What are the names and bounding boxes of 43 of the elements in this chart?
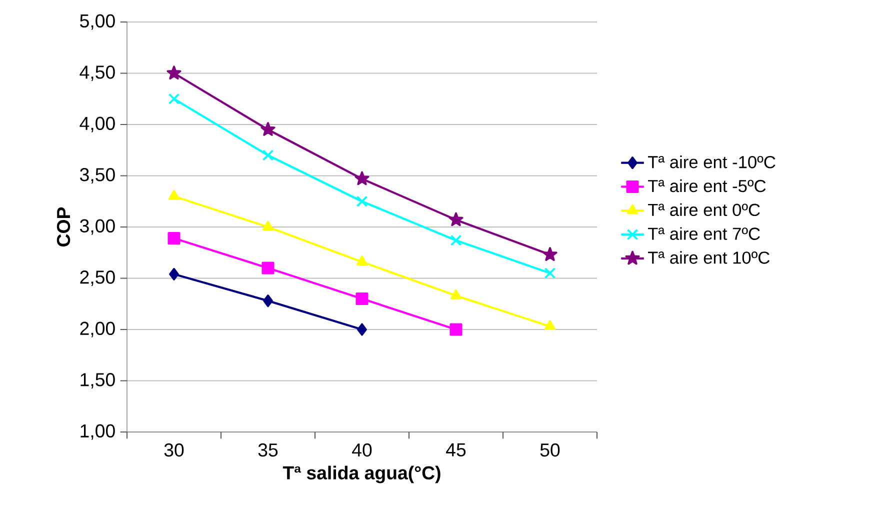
legend-label: Tª aire ent 10ºC: [648, 251, 770, 264]
point: [262, 262, 274, 274]
point: [356, 196, 368, 208]
x-axis-title: Tª salida agua(°C): [282, 466, 440, 484]
point: [260, 122, 276, 136]
point: [263, 294, 273, 308]
y-axis-title: COP: [56, 207, 70, 246]
y-tick-label: 4,00: [80, 116, 115, 132]
x-tick-label: 40: [352, 443, 372, 457]
point: [262, 150, 274, 161]
x-tick-label: 30: [164, 443, 184, 457]
point: [168, 93, 180, 105]
y-tick-label: 4,50: [80, 66, 115, 81]
point: [166, 66, 182, 80]
point: [169, 268, 179, 280]
point: [544, 320, 556, 330]
x-tick-label: 45: [446, 443, 466, 456]
point: [542, 247, 558, 262]
y-tick-label: 3,00: [80, 219, 115, 235]
x-tick-label: 50: [540, 443, 560, 457]
point: [168, 232, 180, 245]
point: [357, 323, 367, 336]
point: [448, 212, 464, 226]
point: [356, 256, 368, 266]
y-tick-label: 3,50: [80, 168, 115, 184]
legend-label: Tª aire ent -5ºC: [648, 179, 766, 192]
x-tick-label: 35: [258, 443, 278, 457]
point: [450, 289, 462, 300]
point: [262, 220, 274, 231]
point: [356, 292, 368, 306]
legend-label: Tª aire ent 7ºC: [648, 227, 760, 240]
y-tick-label: 2,50: [80, 270, 115, 286]
y-tick-label: 5,00: [80, 14, 115, 30]
point: [168, 190, 180, 200]
y-tick-label: 1,00: [80, 424, 115, 440]
legend-label: Tª aire ent -10ºC: [648, 156, 776, 168]
point: [544, 267, 556, 279]
y-tick-label: 2,00: [80, 322, 115, 338]
point: [450, 234, 462, 246]
point: [354, 171, 370, 186]
point: [450, 323, 462, 336]
y-tick-label: 1,50: [80, 373, 115, 388]
legend-label: Tª aire ent 0ºC: [648, 203, 760, 216]
